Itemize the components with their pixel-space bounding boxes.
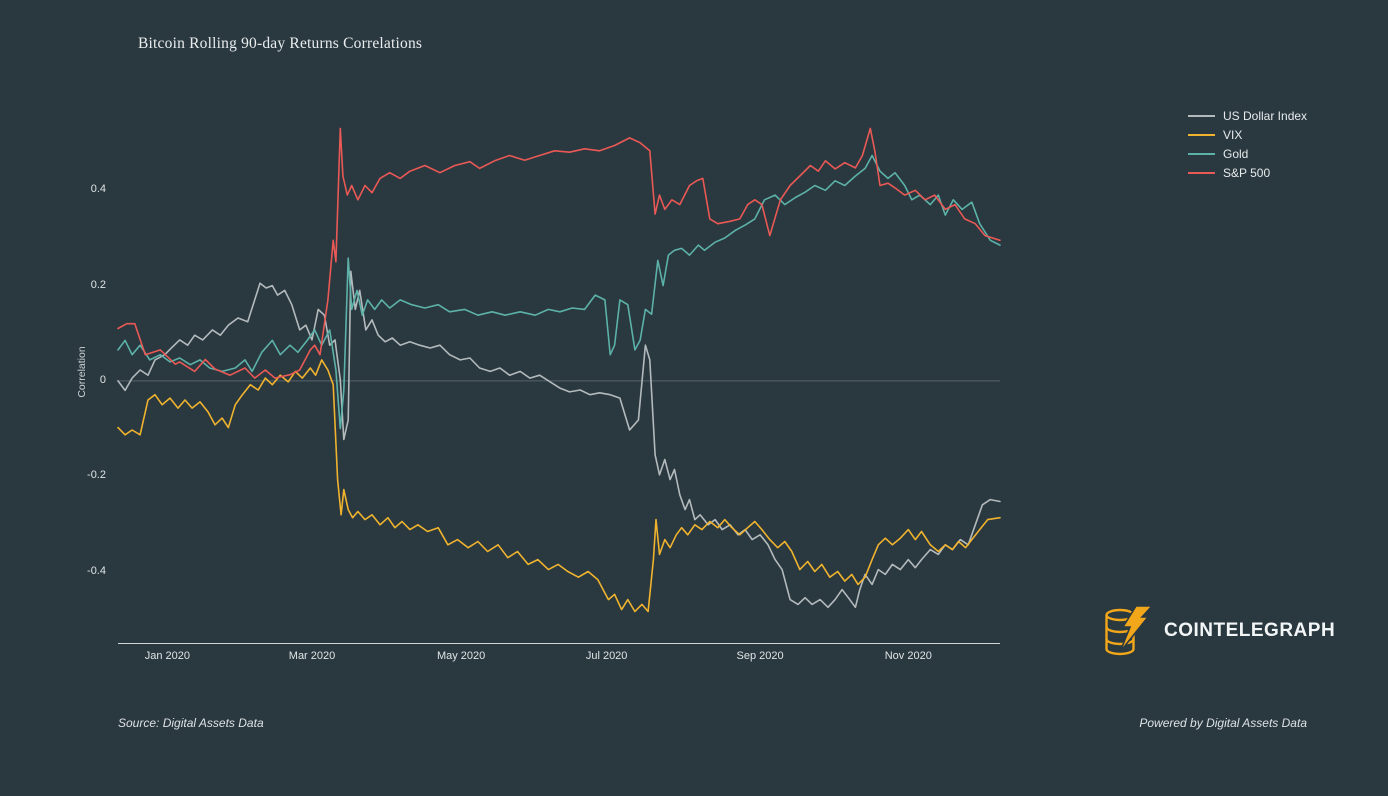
cointelegraph-logo: COINTELEGRAPH bbox=[1100, 604, 1335, 658]
y-tick-label: 0.2 bbox=[90, 278, 106, 291]
source-attribution: Source: Digital Assets Data bbox=[118, 716, 264, 730]
legend-swatch-sp500 bbox=[1188, 171, 1215, 174]
legend-label: VIX bbox=[1223, 127, 1243, 142]
legend-label: S&P 500 bbox=[1223, 165, 1271, 180]
series-line-gold bbox=[117, 154, 1001, 430]
legend-item-us-dollar-index: US Dollar Index bbox=[1188, 106, 1307, 125]
legend-swatch-gold bbox=[1188, 152, 1215, 155]
legend-label: US Dollar Index bbox=[1223, 108, 1308, 123]
y-tick-label: -0.4 bbox=[87, 564, 106, 577]
y-tick-label: 0 bbox=[99, 373, 106, 386]
x-tick-label: Sep 2020 bbox=[736, 650, 784, 662]
y-axis-label: Correlation bbox=[76, 346, 88, 398]
powered-by-attribution: Powered by Digital Assets Data bbox=[1139, 716, 1307, 730]
chart-title: Bitcoin Rolling 90-day Returns Correlati… bbox=[138, 35, 423, 52]
legend-item-vix: VIX bbox=[1188, 125, 1307, 144]
y-tick-label: -0.2 bbox=[87, 469, 106, 482]
x-tick-label: May 2020 bbox=[436, 650, 486, 662]
x-tick-label: Nov 2020 bbox=[884, 650, 932, 662]
legend-label: Gold bbox=[1223, 146, 1249, 161]
cointelegraph-logo-icon bbox=[1105, 605, 1154, 656]
cointelegraph-logo-text: COINTELEGRAPH bbox=[1164, 620, 1336, 641]
series-line-s-p-500 bbox=[117, 127, 1001, 379]
legend: US Dollar Index VIX Gold S&P 500 bbox=[1188, 106, 1307, 182]
x-tick-label: Jan 2020 bbox=[144, 650, 191, 662]
legend-item-sp500: S&P 500 bbox=[1188, 163, 1307, 182]
y-tick-label: 0.4 bbox=[90, 183, 106, 196]
legend-swatch-us-dollar-index bbox=[1188, 114, 1215, 117]
legend-item-gold: Gold bbox=[1188, 144, 1307, 163]
x-tick-label: Jul 2020 bbox=[585, 650, 628, 662]
series-line-vix bbox=[117, 359, 1001, 613]
x-axis-line bbox=[118, 643, 1000, 644]
plot-svg bbox=[117, 127, 1001, 613]
series-line-us-dollar-index bbox=[117, 270, 1001, 609]
x-tick-label: Mar 2020 bbox=[288, 650, 336, 662]
legend-swatch-vix bbox=[1188, 133, 1215, 136]
